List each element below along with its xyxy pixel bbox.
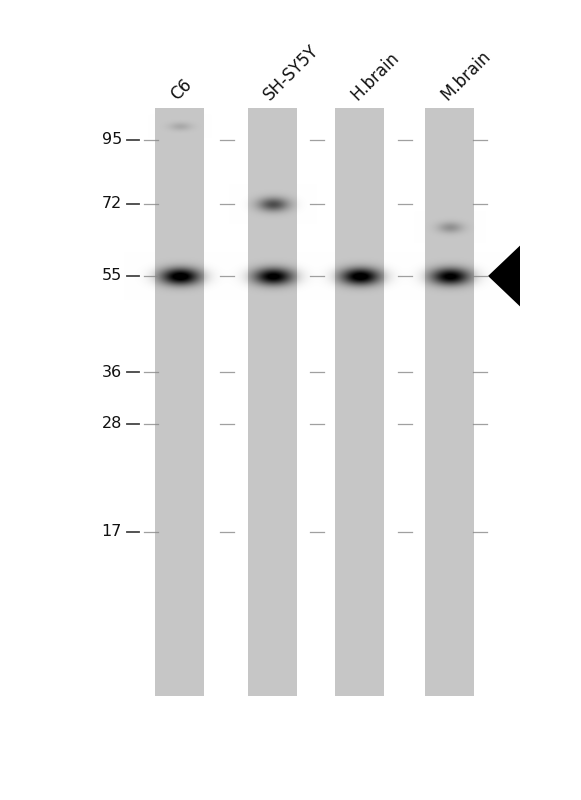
Text: 28: 28 — [102, 417, 122, 431]
Text: 72: 72 — [102, 197, 122, 211]
Text: 17: 17 — [102, 525, 122, 539]
Polygon shape — [488, 246, 520, 306]
Text: M.brain: M.brain — [437, 47, 494, 104]
Text: 95: 95 — [102, 133, 122, 147]
Text: 36: 36 — [102, 365, 122, 379]
Text: SH-SY5Y: SH-SY5Y — [260, 42, 322, 104]
Text: H.brain: H.brain — [347, 49, 403, 104]
Text: C6: C6 — [167, 76, 196, 104]
Text: 55: 55 — [102, 269, 122, 283]
